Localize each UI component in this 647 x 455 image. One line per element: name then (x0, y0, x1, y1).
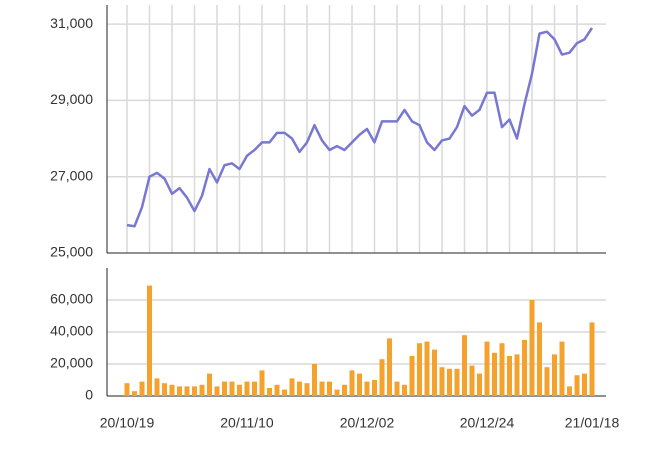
bar (529, 300, 535, 396)
bar (169, 384, 175, 396)
bar (454, 368, 460, 396)
bar (544, 367, 550, 396)
bar (409, 356, 415, 396)
bar (364, 381, 370, 396)
bar (192, 386, 197, 396)
bar (559, 341, 565, 396)
bar (147, 285, 152, 396)
y-tick-label: 60,000 (50, 291, 93, 307)
bar (244, 381, 250, 396)
bar (184, 386, 190, 396)
y-tick-label: 27,000 (50, 167, 93, 183)
bar (447, 368, 452, 396)
bar (274, 384, 280, 396)
bar (139, 381, 145, 396)
y-tick-label: 20,000 (50, 355, 93, 371)
bar (372, 380, 377, 396)
bar (259, 370, 265, 396)
bar (567, 386, 572, 396)
bar (574, 375, 580, 396)
bar (214, 386, 220, 396)
x-tick-label: 20/10/19 (100, 415, 155, 431)
bar (162, 383, 167, 396)
price-line (126, 27, 594, 228)
x-tick-label: 20/12/24 (460, 415, 515, 431)
bar (312, 364, 317, 396)
bar (267, 388, 272, 396)
bar (252, 381, 257, 396)
bar (289, 378, 295, 396)
x-tick-label: 20/11/10 (220, 415, 274, 431)
bar (334, 389, 340, 396)
bar (154, 378, 160, 396)
y-tick-label: 0 (85, 387, 93, 403)
bar (319, 381, 325, 396)
bar (432, 349, 437, 396)
bar (132, 391, 137, 396)
bar (297, 381, 302, 396)
bar (439, 367, 445, 396)
x-tick-label: 21/01/18 (565, 415, 620, 431)
bar (507, 356, 512, 396)
bar (282, 389, 287, 396)
bar (124, 383, 130, 396)
bar (477, 373, 482, 396)
bar (387, 338, 392, 396)
bar (342, 384, 347, 396)
bar (222, 381, 227, 396)
bar (589, 322, 595, 396)
x-tick-label: 20/12/02 (340, 415, 395, 431)
bar (379, 359, 385, 396)
bar (499, 343, 505, 396)
bar (424, 341, 430, 396)
bar (514, 354, 520, 396)
bar (582, 373, 587, 396)
bar (304, 383, 310, 396)
bar (394, 381, 400, 396)
bar (199, 384, 205, 396)
bar (537, 322, 542, 396)
bar (177, 386, 182, 396)
bar (229, 381, 235, 396)
bar (327, 381, 332, 396)
bar (552, 354, 557, 396)
bar (349, 370, 355, 396)
bar (522, 340, 527, 396)
bar (417, 343, 422, 396)
bar (357, 373, 362, 396)
bar (462, 335, 467, 396)
bar (492, 352, 497, 396)
bar (237, 384, 242, 396)
bar (469, 365, 475, 396)
bar (484, 341, 490, 396)
y-tick-label: 31,000 (50, 15, 93, 31)
bar (402, 384, 407, 396)
y-tick-label: 40,000 (50, 323, 93, 339)
y-tick-label: 25,000 (50, 244, 93, 260)
y-tick-label: 29,000 (50, 91, 93, 107)
bar (207, 373, 212, 396)
